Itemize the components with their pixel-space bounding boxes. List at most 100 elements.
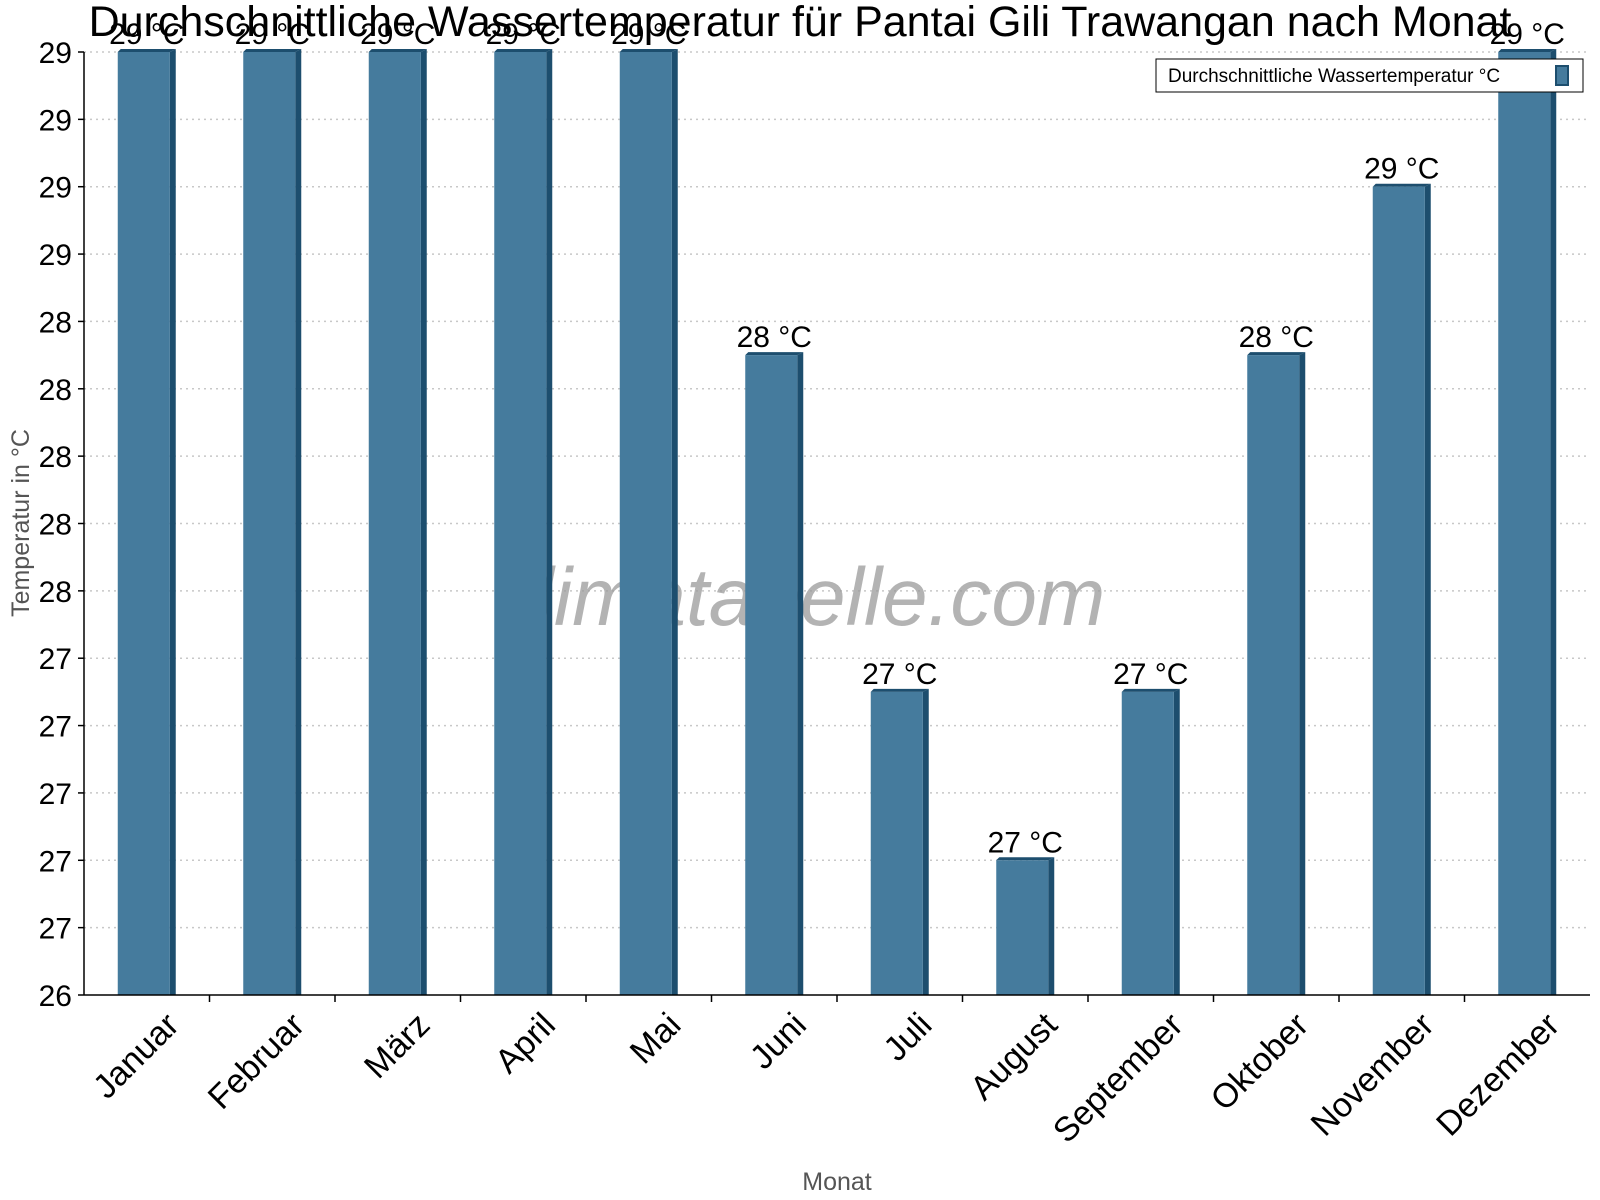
- x-tick-label: August: [963, 1005, 1065, 1107]
- bar-side: [671, 49, 678, 995]
- bar-face: [1498, 52, 1551, 995]
- bar-side: [546, 49, 553, 995]
- data-label: 29 °C: [611, 18, 686, 51]
- data-label: 27 °C: [1113, 658, 1188, 691]
- data-label: 28 °C: [1239, 321, 1314, 354]
- y-tick-label: 28: [39, 509, 72, 542]
- y-tick-label: 29: [39, 37, 72, 70]
- bar-september: [1121, 688, 1180, 995]
- y-tick-label: 27: [39, 778, 72, 811]
- data-label: 28 °C: [737, 321, 812, 354]
- y-tick-label: 27: [39, 913, 72, 946]
- bar-face: [243, 52, 296, 995]
- bar-juli: [870, 688, 929, 995]
- bar-face: [1372, 186, 1425, 995]
- bars: [117, 49, 1557, 995]
- bar-top: [243, 49, 302, 52]
- grid: [84, 51, 1590, 929]
- bar-märz: [368, 49, 427, 995]
- bar-side: [922, 688, 929, 995]
- x-tick-label: September: [1046, 1006, 1190, 1150]
- bar-top: [494, 49, 553, 52]
- data-label: 29 °C: [1490, 18, 1565, 51]
- bar-november: [1372, 183, 1431, 995]
- y-tick-label: 27: [39, 711, 72, 744]
- bar-januar: [117, 49, 176, 995]
- bar-april: [494, 49, 553, 995]
- y-ticks: 26 27 27 27 27 27 28 28 28 28 28 29 29 29 29: [39, 37, 84, 1013]
- bar-face: [494, 52, 547, 995]
- bar-side: [295, 49, 302, 995]
- data-labels: 29 °C 29 °C 29 °C 29 °C 29 °C 28 °C 27 °C 27 °C…: [109, 18, 1565, 859]
- bar-juni: [745, 352, 804, 995]
- x-tick-label: Dezember: [1429, 1006, 1567, 1144]
- bar-face: [1121, 691, 1174, 995]
- y-tick-label: 27: [39, 845, 72, 878]
- x-tick-label: April: [488, 1006, 563, 1081]
- bar-face: [870, 691, 923, 995]
- data-label: 27 °C: [988, 826, 1063, 859]
- data-label: 29 °C: [486, 18, 561, 51]
- bar-top: [745, 352, 804, 356]
- bar-side: [797, 352, 804, 995]
- bar-face: [745, 355, 798, 995]
- y-tick-label: 27: [39, 643, 72, 676]
- legend-swatch: [1555, 65, 1569, 86]
- x-tick-label: Oktober: [1203, 1006, 1315, 1118]
- x-ticks: Januar Februar März April Mai Juni Juli AugustS…: [86, 995, 1567, 1150]
- bar-face: [619, 52, 672, 995]
- y-tick-label: 29: [39, 239, 72, 272]
- x-tick-label: Juli: [876, 1006, 939, 1069]
- bar-side: [1550, 49, 1557, 995]
- bar-top: [368, 49, 427, 52]
- bar-top: [870, 688, 929, 692]
- axes: [83, 52, 1590, 996]
- legend-label: Durchschnittliche Wassertemperatur °C: [1168, 66, 1500, 87]
- x-tick-label: Mai: [623, 1006, 689, 1072]
- data-label: 29 °C: [109, 18, 184, 51]
- data-label: 29 °C: [1364, 153, 1439, 186]
- bar-top: [1372, 183, 1431, 187]
- bar-oktober: [1247, 352, 1306, 995]
- bar-august: [996, 857, 1055, 995]
- bar-side: [169, 49, 176, 995]
- bar-face: [1247, 355, 1300, 995]
- x-tick-label: März: [357, 1006, 437, 1086]
- bar-top: [619, 49, 678, 52]
- legend: Durchschnittliche Wassertemperatur °C: [1155, 58, 1584, 93]
- bar-top: [1498, 49, 1557, 52]
- bar-side: [1048, 857, 1055, 995]
- x-tick-label: Februar: [201, 1006, 312, 1117]
- x-tick-label: November: [1304, 1006, 1442, 1144]
- bar-side: [1424, 183, 1431, 995]
- legend-box: [1155, 58, 1584, 93]
- bar-dezember: [1498, 49, 1557, 995]
- y-tick-label: 29: [39, 104, 72, 137]
- y-tick-label: 28: [39, 576, 72, 609]
- bar-face: [117, 52, 170, 995]
- x-axis-label: Monat: [802, 1168, 872, 1196]
- bar-top: [996, 857, 1055, 861]
- bar-side: [1299, 352, 1306, 995]
- bar-top: [1247, 352, 1306, 356]
- y-tick-label: 28: [39, 441, 72, 474]
- bar-face: [368, 52, 421, 995]
- chart-title: Durchschnittliche Wassertemperatur für P…: [89, 0, 1512, 46]
- x-tick-label: Januar: [86, 1006, 186, 1106]
- bar-mai: [619, 49, 678, 995]
- data-label: 29 °C: [235, 18, 310, 51]
- bar-side: [420, 49, 427, 995]
- bar-top: [117, 49, 176, 52]
- data-label: 29 °C: [360, 18, 435, 51]
- x-tick-label: Juni: [743, 1006, 814, 1077]
- y-tick-label: 26: [39, 980, 72, 1013]
- bar-side: [1173, 688, 1180, 995]
- y-axis-label: Temperatur in °C: [7, 429, 35, 617]
- y-tick-label: 28: [39, 306, 72, 339]
- bar-face: [996, 860, 1049, 995]
- data-label: 27 °C: [862, 658, 937, 691]
- bar-februar: [243, 49, 302, 995]
- y-tick-label: 29: [39, 172, 72, 205]
- y-tick-label: 28: [39, 374, 72, 407]
